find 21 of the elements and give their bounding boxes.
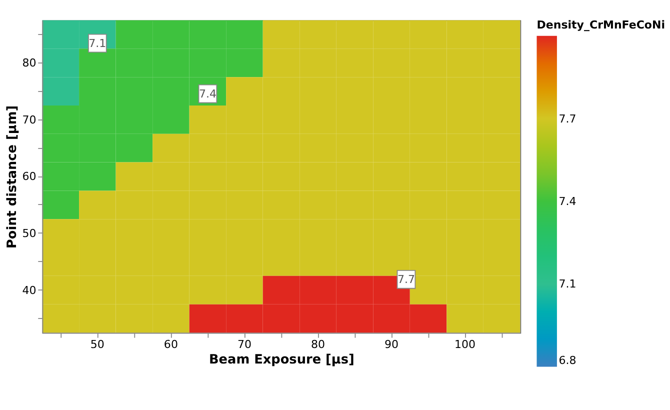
y-tick-label: 70 (22, 113, 36, 126)
color-bar-label: 7.7 (558, 112, 576, 126)
y-tick-label: 80 (22, 56, 36, 70)
color-bar-label: 7.4 (558, 194, 576, 208)
x-tick-label: 80 (310, 338, 326, 351)
color-bar-label: 6.8 (558, 354, 576, 367)
x-tick-label: 60 (164, 338, 178, 351)
annotation: 7.4 (198, 87, 216, 100)
x-tick-label: 70 (237, 338, 252, 351)
color-bar-title: Density_CrMnFeCoNi (536, 18, 665, 32)
annotation: 7.7 (397, 273, 415, 286)
y-tick-label: 40 (22, 284, 36, 297)
x-tick-label: 90 (384, 338, 399, 351)
x-tick-label: 50 (90, 338, 104, 351)
y-tick-label: 50 (22, 226, 36, 240)
x-tick-label: 100 (454, 338, 476, 351)
y-axis-title: Point distance [µm] (4, 105, 20, 249)
color-bar-label: 7.1 (558, 278, 576, 291)
annotation: 7.1 (88, 36, 106, 50)
x-axis-title: Beam Exposure [µs] (208, 352, 354, 368)
y-tick-label: 60 (22, 170, 36, 184)
